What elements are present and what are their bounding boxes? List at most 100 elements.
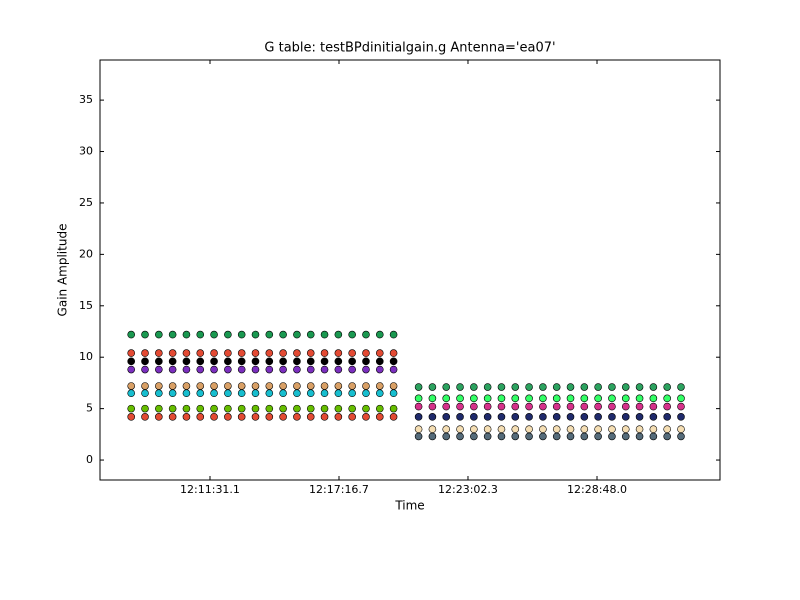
data-point: [621, 402, 630, 411]
data-point: [608, 413, 616, 421]
data-point: [320, 330, 329, 339]
data-point: [279, 389, 287, 398]
data-point: [525, 402, 533, 411]
data-point: [279, 349, 287, 357]
data-point: [511, 432, 520, 441]
data-point: [334, 413, 343, 421]
data-point: [348, 357, 356, 366]
data-point: [210, 357, 218, 366]
data-point: [141, 382, 149, 390]
data-point: [375, 357, 384, 366]
data-point: [442, 432, 451, 441]
data-point: [334, 382, 343, 390]
chart-title: G table: testBPdinitialgain.g Antenna='e…: [264, 41, 555, 56]
data-point: [362, 413, 370, 421]
data-point: [414, 425, 423, 433]
data-point: [182, 389, 191, 398]
data-point: [265, 349, 274, 357]
data-point: [210, 404, 218, 413]
data-point: [334, 357, 343, 366]
data-point: [566, 432, 575, 441]
y-tick-label: 35: [79, 93, 93, 106]
data-point: [224, 382, 232, 390]
data-point: [552, 413, 561, 421]
data-point: [414, 402, 423, 411]
data-point: [251, 404, 260, 413]
data-point: [306, 382, 315, 390]
data-point: [293, 389, 301, 398]
data-point: [525, 413, 533, 421]
data-point: [456, 432, 464, 441]
data-point: [649, 413, 658, 421]
data-point: [552, 425, 561, 433]
data-point: [196, 357, 205, 366]
y-tick-label: 10: [79, 350, 93, 363]
data-point: [663, 383, 671, 391]
data-point: [155, 349, 163, 357]
data-point: [182, 357, 191, 366]
data-point: [348, 389, 356, 398]
data-point: [224, 349, 232, 357]
data-point: [511, 402, 520, 411]
data-point: [635, 413, 644, 421]
data-point: [389, 404, 398, 413]
data-point: [580, 394, 589, 403]
data-point: [210, 389, 218, 398]
data-point: [182, 330, 191, 339]
data-point: [470, 425, 478, 433]
x-tick-label: 12:28:48.0: [567, 483, 627, 496]
data-point: [196, 389, 205, 398]
data-point: [649, 432, 658, 441]
data-point: [389, 382, 398, 390]
data-point: [210, 413, 218, 421]
data-point: [293, 382, 301, 390]
data-point: [251, 349, 260, 357]
data-point: [428, 383, 437, 391]
data-point: [210, 349, 218, 357]
data-point: [127, 382, 136, 390]
data-point: [279, 413, 287, 421]
data-point: [414, 432, 423, 441]
data-point: [470, 402, 478, 411]
data-point: [594, 402, 602, 411]
data-point: [251, 365, 260, 374]
data-point: [224, 413, 232, 421]
data-point: [306, 357, 315, 366]
data-point: [442, 383, 451, 391]
data-point: [306, 330, 315, 339]
data-point: [608, 432, 616, 441]
data-point: [224, 330, 232, 339]
data-point: [580, 432, 589, 441]
data-point: [265, 330, 274, 339]
data-point: [237, 365, 246, 374]
data-point: [306, 413, 315, 421]
data-point: [306, 389, 315, 398]
data-point: [497, 425, 506, 433]
data-point: [483, 425, 492, 433]
data-point: [566, 394, 575, 403]
data-point: [251, 389, 260, 398]
data-point: [497, 413, 506, 421]
data-point: [375, 413, 384, 421]
data-point: [251, 413, 260, 421]
data-point: [293, 413, 301, 421]
data-point: [196, 330, 205, 339]
data-point: [389, 357, 398, 366]
data-point: [497, 432, 506, 441]
data-point: [127, 349, 136, 357]
data-point: [608, 425, 616, 433]
data-point: [663, 413, 671, 421]
data-point: [552, 383, 561, 391]
data-point: [442, 394, 451, 403]
data-point: [483, 432, 492, 441]
data-point: [348, 413, 356, 421]
data-point: [608, 383, 616, 391]
data-point: [320, 382, 329, 390]
data-point: [224, 389, 232, 398]
data-point: [348, 365, 356, 374]
data-point: [428, 432, 437, 441]
data-point: [348, 382, 356, 390]
data-point: [580, 383, 589, 391]
data-point: [237, 382, 246, 390]
